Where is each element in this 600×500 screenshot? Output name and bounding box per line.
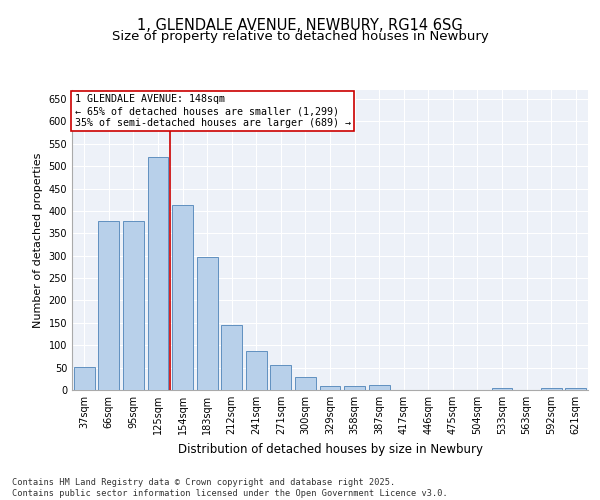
Bar <box>541 388 562 390</box>
Bar <box>197 256 218 390</box>
Bar <box>368 385 389 390</box>
Bar <box>98 220 119 390</box>
Bar <box>123 220 144 390</box>
Text: 1, GLENDALE AVENUE, NEWBURY, RG14 6SG: 1, GLENDALE AVENUE, NEWBURY, RG14 6SG <box>137 18 463 32</box>
Text: 1 GLENDALE AVENUE: 148sqm
← 65% of detached houses are smaller (1,299)
35% of se: 1 GLENDALE AVENUE: 148sqm ← 65% of detac… <box>74 94 350 128</box>
Bar <box>344 386 365 390</box>
Bar <box>221 325 242 390</box>
X-axis label: Distribution of detached houses by size in Newbury: Distribution of detached houses by size … <box>178 442 482 456</box>
Bar <box>271 365 292 390</box>
Text: Size of property relative to detached houses in Newbury: Size of property relative to detached ho… <box>112 30 488 43</box>
Bar <box>74 366 95 390</box>
Bar <box>565 388 586 390</box>
Text: Contains HM Land Registry data © Crown copyright and database right 2025.
Contai: Contains HM Land Registry data © Crown c… <box>12 478 448 498</box>
Bar <box>320 386 340 390</box>
Bar <box>491 388 512 390</box>
Bar <box>246 352 267 390</box>
Bar <box>148 156 169 390</box>
Bar <box>172 205 193 390</box>
Bar <box>295 377 316 390</box>
Y-axis label: Number of detached properties: Number of detached properties <box>33 152 43 328</box>
